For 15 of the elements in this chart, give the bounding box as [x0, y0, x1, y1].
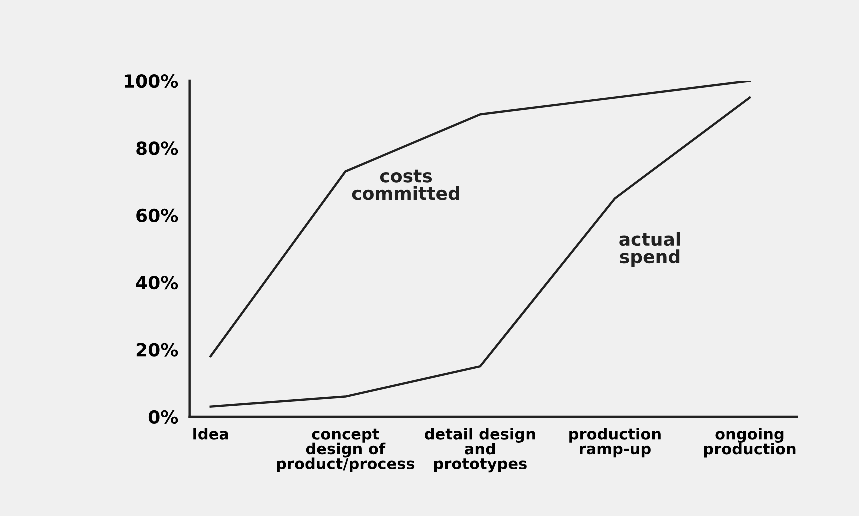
x-tick-label: concept design of product/process	[277, 428, 415, 473]
line-series	[210, 81, 752, 358]
y-tick-label: 40%	[136, 276, 178, 290]
line-series	[210, 96, 752, 408]
x-tick-label: detail design and prototypes	[425, 428, 536, 473]
series-label: costs committed	[352, 170, 460, 200]
x-tick-label: ongoing production	[704, 428, 796, 458]
y-tick-label: 100%	[124, 74, 178, 88]
y-tick-label: 60%	[136, 208, 178, 222]
x-tick-label: production ramp-up	[570, 428, 661, 458]
x-tick-label: Idea	[194, 428, 228, 440]
series-label: actual spend	[620, 232, 680, 268]
y-tick-label: 20%	[136, 343, 178, 357]
y-tick-label: 0%	[148, 410, 178, 424]
y-tick-label: 80%	[136, 142, 178, 156]
